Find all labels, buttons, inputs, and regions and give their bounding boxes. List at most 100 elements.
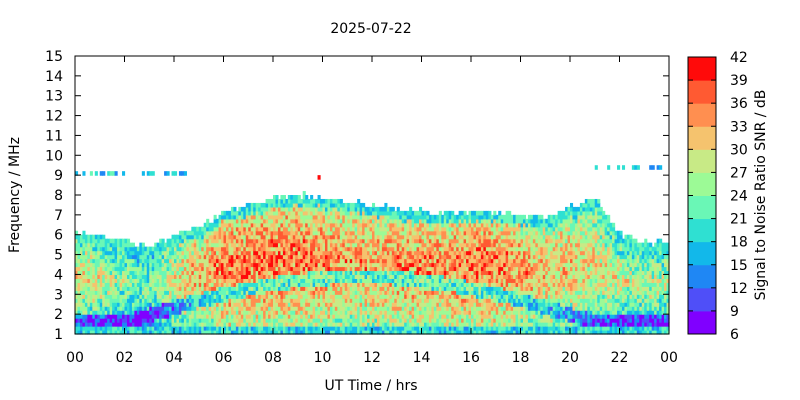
- heatmap-cell: [161, 286, 165, 291]
- heatmap-cell: [149, 322, 153, 327]
- heatmap-cell: [448, 226, 452, 232]
- heatmap-cell: [461, 298, 465, 303]
- heatmap-cell: [206, 226, 210, 232]
- heatmap-cell: [384, 306, 388, 311]
- heatmap-cell: [310, 326, 314, 331]
- heatmap-cell: [458, 318, 462, 323]
- heatmap-cell: [379, 266, 383, 272]
- heatmap-cell: [324, 306, 329, 311]
- heatmap-cell: [414, 310, 418, 315]
- heatmap-cell: [310, 286, 314, 291]
- heatmap-cell: [329, 306, 333, 311]
- heatmap-cell: [139, 266, 143, 272]
- heatmap-cell: [344, 302, 348, 307]
- heatmap-cell: [396, 326, 400, 331]
- heatmap-cell: [225, 238, 230, 244]
- heatmap-cell: [94, 314, 98, 319]
- heatmap-cell: [406, 302, 410, 307]
- heatmap-cell: [119, 274, 123, 279]
- heatmap-cell: [357, 322, 361, 327]
- heatmap-cell: [451, 318, 455, 323]
- heatmap-cell: [216, 250, 220, 256]
- heatmap-cell: [248, 278, 252, 283]
- heatmap-cell: [166, 266, 170, 272]
- heatmap-cell: [166, 314, 170, 319]
- heatmap-cell: [228, 290, 232, 295]
- heatmap-cell: [327, 230, 331, 236]
- heatmap-cell: [129, 318, 133, 323]
- heatmap-cell: [109, 266, 113, 272]
- heatmap-cell: [406, 270, 410, 276]
- heatmap-cell: [75, 266, 79, 272]
- heatmap-cell: [334, 230, 338, 236]
- heatmap-cell: [144, 294, 148, 299]
- heatmap-cell: [164, 282, 168, 287]
- heatmap-cell: [253, 202, 257, 208]
- heatmap-cell: [354, 214, 358, 220]
- heatmap-cell: [337, 210, 341, 216]
- heatmap-cell: [181, 230, 185, 236]
- heatmap-cell: [188, 230, 192, 236]
- heatmap-cell: [159, 290, 163, 295]
- heatmap-cell: [394, 322, 398, 327]
- heatmap-cell: [320, 262, 324, 268]
- heatmap-cell: [344, 210, 348, 216]
- heatmap-cell: [245, 206, 249, 212]
- heatmap-cell: [310, 250, 314, 256]
- heatmap-cell: [221, 222, 225, 228]
- heatmap-cell: [322, 222, 326, 228]
- heatmap-cell: [396, 294, 400, 299]
- heatmap-cell: [389, 294, 393, 299]
- heatmap-cell: [327, 226, 331, 232]
- heatmap-cell: [409, 250, 413, 256]
- heatmap-cell: [483, 242, 487, 248]
- heatmap-cell: [367, 270, 371, 276]
- heatmap-cell: [255, 282, 259, 287]
- heatmap-cell: [446, 246, 450, 252]
- heatmap-cell: [302, 218, 306, 224]
- heatmap-cell: [240, 266, 244, 272]
- heatmap-cell: [114, 278, 118, 283]
- heatmap-cell: [456, 286, 460, 291]
- heatmap-cell: [119, 242, 123, 248]
- heatmap-cell: [176, 302, 180, 307]
- heatmap-cell: [342, 266, 346, 272]
- heatmap-cell: [322, 250, 326, 256]
- heatmap-cell: [230, 246, 234, 252]
- heatmap-cell: [473, 290, 477, 295]
- heatmap-cell: [104, 246, 108, 252]
- heatmap-cell: [201, 286, 205, 291]
- heatmap-cell: [322, 270, 326, 276]
- heatmap-cell: [235, 274, 239, 279]
- heatmap-cell: [263, 306, 267, 311]
- heatmap-cell: [391, 294, 395, 299]
- heatmap-cell: [473, 318, 477, 323]
- heatmap-cell: [468, 274, 472, 279]
- heatmap-cell: [297, 286, 301, 291]
- heatmap-cell: [317, 330, 321, 335]
- heatmap-cell: [282, 254, 286, 260]
- heatmap-cell: [201, 282, 205, 287]
- heatmap-cell: [357, 234, 361, 240]
- heatmap-cell: [186, 282, 190, 287]
- heatmap-cell: [124, 262, 128, 268]
- heatmap-cell: [468, 250, 472, 256]
- heatmap-cell: [448, 274, 452, 279]
- heatmap-cell: [342, 302, 346, 307]
- heatmap-cell: [389, 326, 393, 331]
- heatmap-cell: [404, 302, 408, 307]
- heatmap-cell: [149, 262, 153, 268]
- heatmap-cell: [391, 226, 395, 232]
- heatmap-cell: [122, 290, 126, 295]
- heatmap-cell: [193, 326, 197, 331]
- heatmap-cell: [394, 246, 398, 252]
- heatmap-cell: [302, 202, 306, 208]
- heatmap-cell: [359, 218, 363, 224]
- heatmap-cell: [233, 226, 237, 232]
- heatmap-cell: [310, 270, 314, 276]
- heatmap-cell: [433, 318, 437, 323]
- heatmap-cell: [277, 314, 282, 319]
- heatmap-cell: [218, 270, 222, 276]
- heatmap-cell: [332, 270, 336, 276]
- heatmap-cell: [112, 238, 116, 244]
